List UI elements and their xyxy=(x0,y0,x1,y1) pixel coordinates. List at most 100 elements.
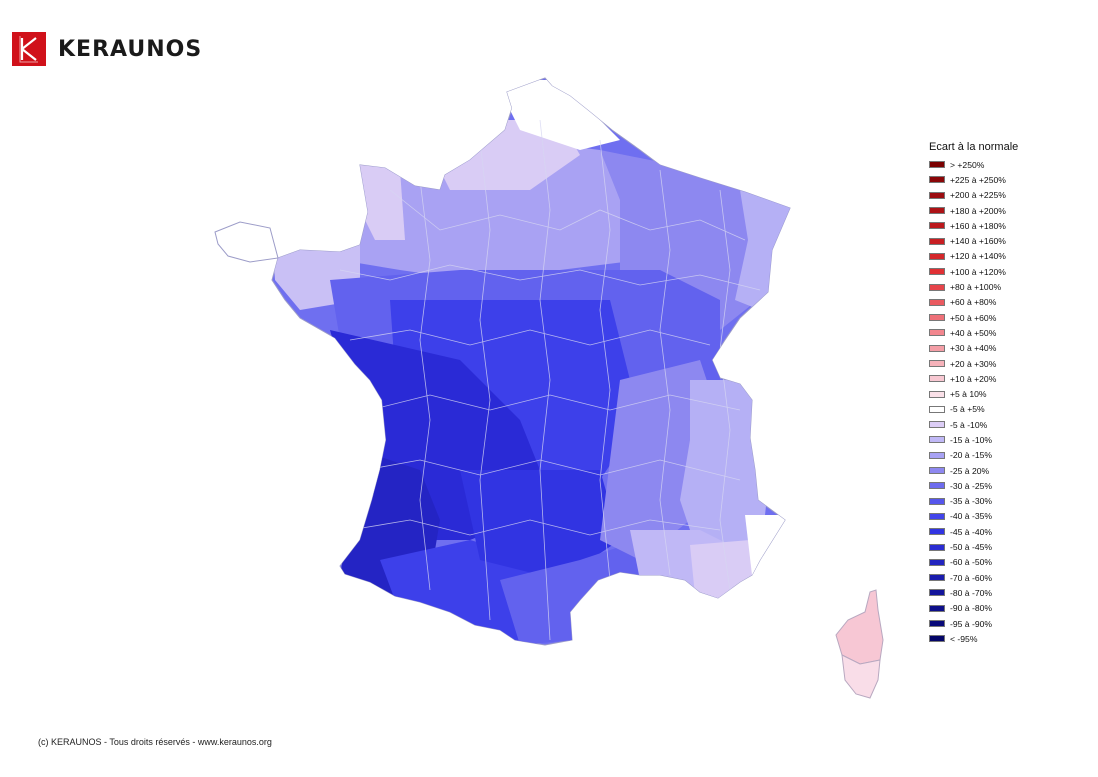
legend-swatch xyxy=(929,451,945,459)
keraunos-logo: KERAUNOS xyxy=(12,32,202,66)
legend-item: -95 à -90% xyxy=(929,616,1018,631)
legend-item: +50 à +60% xyxy=(929,310,1018,325)
legend-swatch xyxy=(929,191,945,199)
legend-swatch xyxy=(929,467,945,475)
department-borders xyxy=(339,119,761,641)
legend-swatch xyxy=(929,604,945,612)
legend-item: -35 à -30% xyxy=(929,494,1018,509)
legend-swatch xyxy=(929,543,945,551)
legend-item: -70 à -60% xyxy=(929,570,1018,585)
legend-item: -5 à -10% xyxy=(929,417,1018,432)
legend-swatch xyxy=(929,497,945,505)
legend-swatch xyxy=(929,283,945,291)
legend-item: +120 à +140% xyxy=(929,249,1018,264)
legend-swatch xyxy=(929,222,945,230)
legend-item: +200 à +225% xyxy=(929,188,1018,203)
legend-label: -60 à -50% xyxy=(950,557,993,568)
legend-swatch xyxy=(929,360,945,367)
legend-swatch xyxy=(929,176,945,184)
legend-swatch xyxy=(929,558,945,566)
legend-swatch xyxy=(929,237,945,245)
legend-label: +30 à +40% xyxy=(950,343,997,354)
region-north-coast xyxy=(500,80,620,150)
legend-swatch xyxy=(929,405,945,413)
legend-label: > +250% xyxy=(950,159,985,170)
legend-item: +100 à +120% xyxy=(929,264,1018,279)
region-south-central xyxy=(460,470,620,580)
legend-item: +160 à +180% xyxy=(929,218,1018,233)
legend-swatch xyxy=(929,620,945,628)
legend-label: -30 à -25% xyxy=(950,480,993,491)
legend-label: -20 à -15% xyxy=(950,450,993,461)
corsica-south xyxy=(841,654,881,699)
legend-label: +5 à 10% xyxy=(950,389,987,400)
legend-item: -90 à -80% xyxy=(929,601,1018,616)
brand-name: KERAUNOS xyxy=(58,36,203,62)
legend-item: +80 à +100% xyxy=(929,279,1018,294)
legend-swatch xyxy=(929,314,945,322)
region-languedoc xyxy=(500,540,660,645)
legend-item: +5 à 10% xyxy=(929,386,1018,401)
legend-label: +10 à +20% xyxy=(950,373,997,384)
legend-item: +30 à +40% xyxy=(929,341,1018,356)
legend-item: -20 à -15% xyxy=(929,448,1018,463)
legend-item: -80 à -70% xyxy=(929,585,1018,600)
legend-item: +140 à +160% xyxy=(929,233,1018,248)
region-normandy xyxy=(355,160,405,240)
legend-swatch xyxy=(929,207,945,215)
legend-label: -70 à -60% xyxy=(950,572,993,583)
legend-swatch xyxy=(929,252,945,260)
legend-swatch xyxy=(929,390,945,398)
legend-label: +160 à +180% xyxy=(950,220,1006,231)
legend-label: -50 à -45% xyxy=(950,542,993,553)
legend-label: +60 à +80% xyxy=(950,297,997,308)
legend-label: < -95% xyxy=(950,633,978,644)
keraunos-logo-mark xyxy=(12,32,46,66)
legend-item: +180 à +200% xyxy=(929,203,1018,218)
legend-items: > +250% +225 à +250% +200 à +225% +180 à +2… xyxy=(929,157,1018,647)
legend-label: +225 à +250% xyxy=(950,174,1006,185)
legend-item: -15 à -10% xyxy=(929,432,1018,447)
legend-label: -95 à -90% xyxy=(950,618,993,629)
legend-label: -5 à -10% xyxy=(950,419,988,430)
legend-item: +20 à +30% xyxy=(929,356,1018,371)
legend-label: -80 à -70% xyxy=(950,587,993,598)
legend-swatch xyxy=(929,161,945,169)
legend-swatch xyxy=(929,298,945,306)
legend-label: -45 à -40% xyxy=(950,526,993,537)
legend-label: -90 à -80% xyxy=(950,603,993,614)
legend-label: +20 à +30% xyxy=(950,358,997,369)
legend-label: -5 à +5% xyxy=(950,404,985,415)
legend-swatch xyxy=(929,589,945,597)
legend-item: -30 à -25% xyxy=(929,478,1018,493)
legend-swatch xyxy=(929,574,945,582)
legend-item: -25 à 20% xyxy=(929,463,1018,478)
legend-item: < -95% xyxy=(929,631,1018,646)
legend-item: -60 à -50% xyxy=(929,555,1018,570)
legend-label: +80 à +100% xyxy=(950,282,1002,293)
legend-item: -45 à -40% xyxy=(929,524,1018,539)
legend-swatch xyxy=(929,436,945,444)
legend-swatch xyxy=(929,268,945,276)
legend-title: Ecart à la normale xyxy=(929,141,1019,153)
legend-swatch xyxy=(929,329,945,337)
legend-item: +10 à +20% xyxy=(929,371,1018,386)
legend-item: -5 à +5% xyxy=(929,402,1018,417)
logo-k-icon xyxy=(12,32,46,66)
legend-label: -35 à -30% xyxy=(950,496,993,507)
legend-label: +50 à +60% xyxy=(950,312,997,323)
legend-label: -15 à -10% xyxy=(950,434,993,445)
legend-item: -40 à -35% xyxy=(929,509,1018,524)
legend-swatch xyxy=(929,528,945,536)
brittany-tip xyxy=(214,221,279,263)
legend-label: -25 à 20% xyxy=(950,465,990,476)
legend-label: +100 à +120% xyxy=(950,266,1006,277)
legend-label: -40 à -35% xyxy=(950,511,993,522)
legend-label: +140 à +160% xyxy=(950,236,1006,247)
legend-swatch xyxy=(929,512,945,520)
legend-label: +200 à +225% xyxy=(950,190,1006,201)
corsica-north xyxy=(835,589,884,665)
legend-label: +180 à +200% xyxy=(950,205,1006,216)
legend-label: +40 à +50% xyxy=(950,327,997,338)
